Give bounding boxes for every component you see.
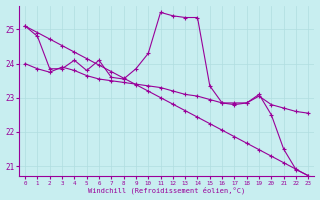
X-axis label: Windchill (Refroidissement éolien,°C): Windchill (Refroidissement éolien,°C): [88, 187, 245, 194]
